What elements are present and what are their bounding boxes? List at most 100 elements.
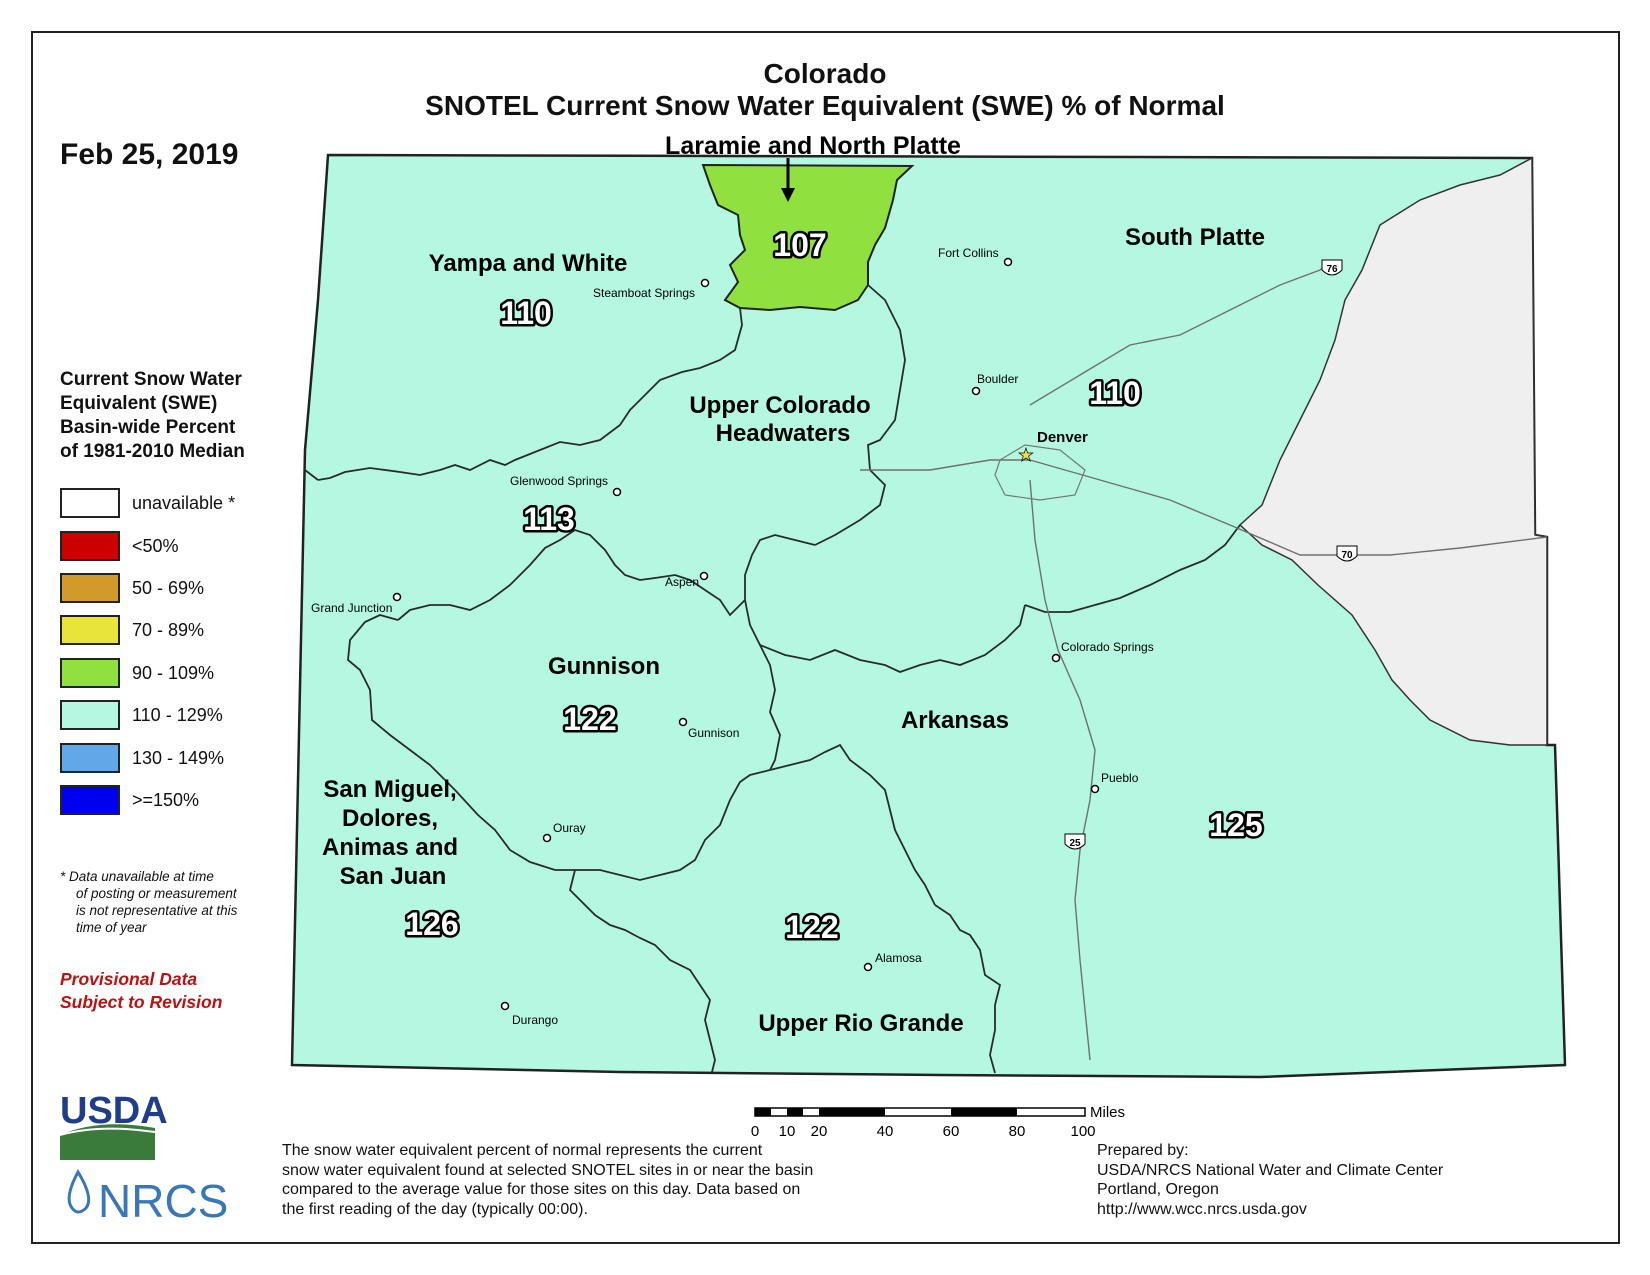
- provisional-note: Provisional Data Subject to Revision: [60, 968, 222, 1014]
- usda-logo: USDA: [59, 1090, 168, 1160]
- highways: [860, 259, 1548, 1061]
- map-date: Feb 25, 2019: [60, 138, 239, 171]
- basin-name-yampa: Yampa and White: [429, 250, 628, 277]
- unavailable-area: [1238, 156, 1548, 746]
- basin-name-san-miguel: San Juan: [340, 863, 447, 890]
- city-durango: Durango: [512, 1013, 558, 1027]
- legend-title-line: of 1981-2010 Median: [60, 441, 245, 462]
- legend-swatch: [60, 573, 120, 603]
- scale-tick-label: 40: [877, 1123, 894, 1140]
- city-markers: [392, 257, 1100, 1011]
- city-dot-boulder: [971, 386, 981, 396]
- legend-title-line: Basin-wide Percent: [60, 417, 236, 438]
- city-dot-pueblo: [1090, 784, 1100, 794]
- prepared-by: Prepared by: USDA/NRCS National Water an…: [1097, 1141, 1443, 1219]
- scale-tick-label: 60: [943, 1123, 960, 1140]
- legend-swatch: [60, 531, 120, 561]
- basin-name-upper-colorado: Headwaters: [716, 420, 851, 447]
- legend-label: 50 - 69%: [132, 578, 205, 598]
- legend-swatch: [60, 658, 120, 688]
- city-colorado-springs: Colorado Springs: [1061, 640, 1154, 654]
- legend-swatch: [60, 615, 120, 645]
- basin-values: 107 110 110 113 122 125 126 122: [403, 225, 1265, 948]
- legend-label: unavailable *: [132, 493, 236, 513]
- water-drop-icon: [67, 1168, 91, 1214]
- interstate-70-shield: 70: [1336, 545, 1358, 562]
- legend-title: Current Snow Water Equivalent (SWE) Basi…: [60, 368, 280, 464]
- basin-value-arkansas: 125: [1209, 807, 1262, 843]
- city-dot-glenwood: [612, 487, 622, 497]
- description-line: compared to the average value for those …: [282, 1181, 801, 1198]
- city-dot-fort-collins: [1003, 257, 1013, 267]
- city-labels: Fort Collins Steamboat Springs Boulder D…: [311, 246, 1154, 1027]
- denver-metro: [994, 444, 1086, 501]
- city-denver: Denver: [1037, 429, 1088, 446]
- city-alamosa: Alamosa: [875, 951, 922, 965]
- city-dot-durango: [500, 1001, 510, 1011]
- svg-text:76: 76: [1326, 264, 1338, 275]
- nrcs-logo: NRCS: [67, 1168, 228, 1227]
- basin-name-san-miguel: Animas and: [322, 834, 458, 861]
- provisional-line: Subject to Revision: [60, 992, 223, 1012]
- basin-value-gunnison: 122: [563, 701, 616, 737]
- prepared-line: Prepared by:: [1097, 1142, 1189, 1159]
- basin-name-laramie: Laramie and North Platte: [665, 132, 961, 160]
- map-frame: [31, 31, 1620, 1244]
- legend-swatch: [60, 785, 120, 815]
- scale-tick-label: 20: [811, 1123, 828, 1140]
- city-dot-aspen: [699, 571, 709, 581]
- basin-name-upper-colorado: Upper Colorado: [689, 392, 870, 419]
- basin-value-south-platte: 110: [1089, 375, 1141, 411]
- legend-label: 90 - 109%: [132, 663, 215, 683]
- city-grand-junction: Grand Junction: [311, 601, 392, 615]
- city-fort-collins: Fort Collins: [938, 246, 999, 260]
- basin-name-south-platte: South Platte: [1125, 224, 1265, 251]
- description-line: snow water equivalent found at selected …: [282, 1161, 814, 1179]
- scale-bar: 0 10 20 40 60 80 100 Miles: [751, 1104, 1125, 1140]
- description-line: the first reading of the day (typically …: [282, 1200, 588, 1218]
- legend-swatch: [60, 700, 120, 730]
- basin-boundaries: [304, 284, 1241, 1074]
- basin-name-san-miguel: San Miguel,: [323, 776, 456, 803]
- legend-label: >=150%: [132, 790, 200, 810]
- basin-name-gunnison: Gunnison: [548, 653, 660, 680]
- scale-unit: Miles: [1090, 1104, 1125, 1121]
- svg-text:70: 70: [1341, 550, 1353, 561]
- basin-value-upper-colorado: 113: [523, 501, 575, 537]
- legend-title-line: Equivalent (SWE): [60, 393, 218, 414]
- scale-tick-label: 0: [751, 1123, 759, 1140]
- svg-text:NRCS: NRCS: [98, 1175, 228, 1227]
- laramie-arrow: [781, 158, 795, 202]
- legend-title-line: Current Snow Water: [60, 369, 242, 390]
- footnote-line: of posting or measurement: [76, 886, 237, 901]
- city-gunnison: Gunnison: [688, 726, 739, 740]
- prepared-line: Portland, Oregon: [1097, 1181, 1219, 1198]
- city-dot-steamboat: [700, 278, 710, 288]
- legend-label: 70 - 89%: [132, 620, 205, 640]
- footnote-line: * Data unavailable at time: [60, 869, 214, 884]
- scale-tick-label: 100: [1070, 1123, 1095, 1140]
- city-dot-colorado-springs: [1051, 653, 1061, 663]
- legend-swatch: [60, 488, 120, 518]
- basin-name-san-miguel: Dolores,: [342, 805, 438, 832]
- city-boulder: Boulder: [977, 372, 1018, 386]
- city-dot-alamosa: [863, 962, 873, 972]
- city-dot-ouray: [542, 833, 552, 843]
- legend-footnote: * Data unavailable at time of posting or…: [60, 868, 260, 936]
- scale-tick-label: 80: [1009, 1123, 1026, 1140]
- map-description: The snow water equivalent percent of nor…: [282, 1141, 842, 1219]
- interstate-shields: 76 70 25: [1064, 259, 1358, 850]
- legend-label: 110 - 129%: [132, 705, 223, 725]
- star-icon: ★: [1018, 445, 1034, 465]
- legend-swatch: [60, 743, 120, 773]
- basin-name-arkansas: Arkansas: [901, 707, 1009, 734]
- prepared-line: USDA/NRCS National Water and Climate Cen…: [1097, 1161, 1444, 1179]
- footnote-line: time of year: [76, 920, 147, 935]
- map-title: SNOTEL Current Snow Water Equivalent (SW…: [425, 90, 1225, 121]
- provisional-line: Provisional Data: [60, 969, 198, 989]
- basin-value-yampa: 110: [500, 295, 552, 331]
- prepared-link[interactable]: http://www.wcc.nrcs.usda.gov: [1097, 1200, 1307, 1218]
- basin-value-san-miguel: 126: [405, 906, 458, 942]
- city-ouray: Ouray: [553, 821, 586, 835]
